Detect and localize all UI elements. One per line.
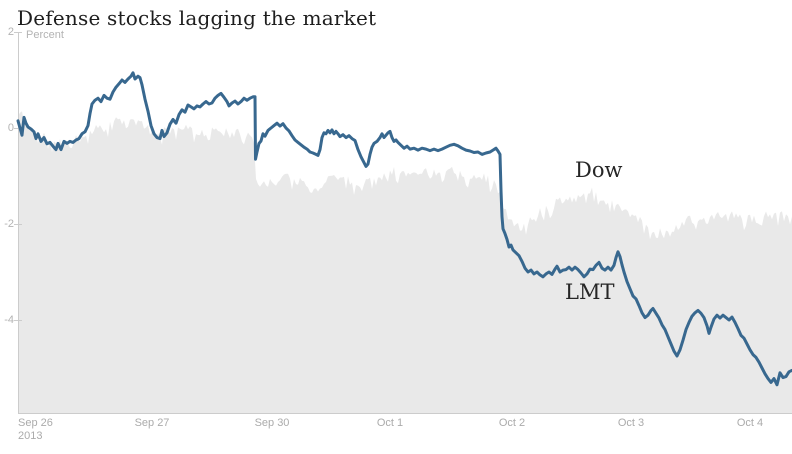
y-tick-label: -4	[4, 314, 14, 326]
lmt-line-series	[16, 71, 792, 387]
x-tick-label: Sep 26 2013	[18, 417, 53, 442]
x-tick-label: Sep 30	[254, 417, 290, 429]
x-tick-label: Oct 4	[736, 417, 764, 429]
y-tick-label: 2	[7, 26, 14, 38]
series-label-dow: Dow	[575, 158, 623, 182]
x-axis-year-label: 2013	[18, 430, 43, 442]
y-tick-label: -2	[4, 218, 14, 230]
x-tick-label: Sep 27	[134, 417, 170, 429]
dow-area-series	[18, 111, 792, 413]
x-tick-label: Oct 3	[617, 417, 645, 429]
y-tick-label: 0	[7, 122, 14, 134]
series-label-lmt: LMT	[565, 280, 615, 304]
chart-title: Defense stocks lagging the market	[17, 6, 377, 30]
x-tick-label: Oct 2	[498, 417, 526, 429]
x-tick-label: Oct 1	[376, 417, 404, 429]
y-axis-unit-label: Percent	[26, 29, 64, 41]
